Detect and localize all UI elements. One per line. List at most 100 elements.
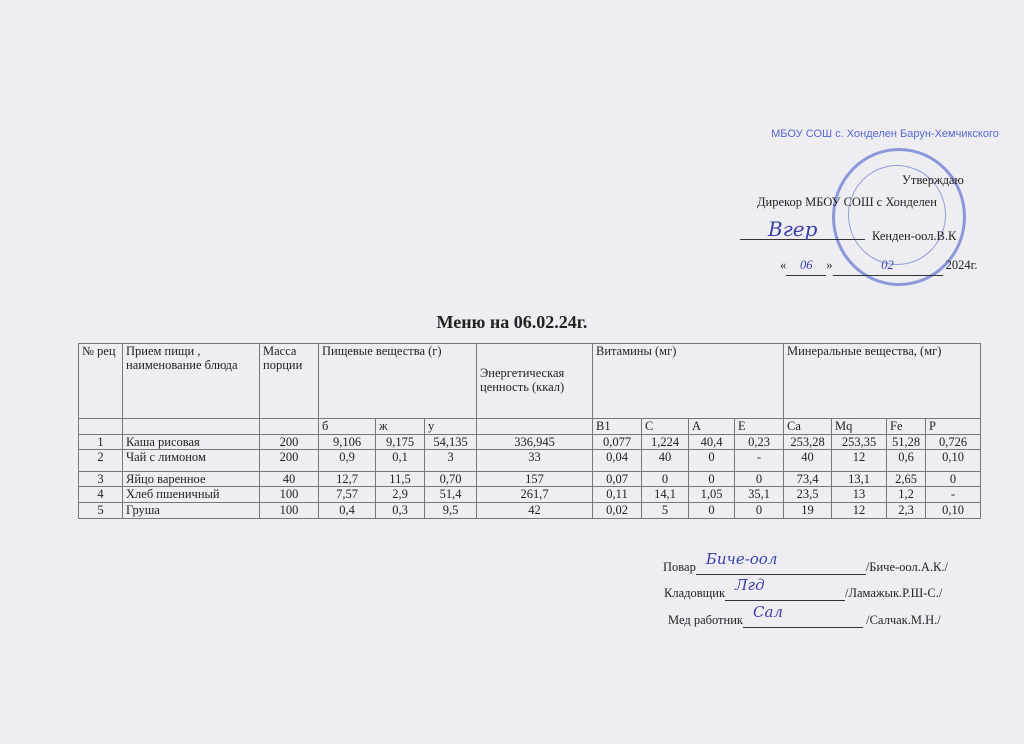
subheader-cell: Fe: [886, 418, 926, 435]
director-signature: Вгер: [768, 217, 818, 241]
table-cell: 200: [259, 434, 319, 450]
signature-role: Мед работник: [668, 613, 743, 627]
table-cell: 0,10: [925, 502, 981, 519]
subheader-cell: B1: [592, 418, 642, 435]
table-cell: 0,11: [592, 486, 642, 503]
table-cell: 40: [783, 449, 832, 472]
subheader-cell: Mq: [831, 418, 887, 435]
table-cell: 5: [78, 502, 123, 519]
table-cell: 9,175: [375, 434, 425, 450]
table-cell: 0: [688, 471, 735, 487]
table-cell: 0,70: [424, 471, 477, 487]
handwritten-signature: Сал: [752, 603, 783, 621]
handwritten-signature: Лгд: [735, 576, 765, 594]
table-cell: 0: [688, 449, 735, 472]
table-cell: 0,04: [592, 449, 642, 472]
page-title: Меню на 06.02.24г.: [436, 312, 588, 332]
subheader-cell: A: [688, 418, 735, 435]
table-cell: 2,9: [375, 486, 425, 503]
signature-role: Повар: [663, 560, 696, 574]
approval-director: Дирекор МБОУ СОШ с Хонделен: [757, 195, 937, 209]
table-cell: 0: [734, 471, 784, 487]
table-cell: 0,6: [886, 449, 926, 472]
header-mass: Масса порции: [259, 343, 319, 419]
approval-name: Кенден-оол.В.К: [872, 229, 957, 243]
stamp-text: МБОУ СОШ с. Хонделен Барун-Хемчикского: [771, 128, 999, 140]
table-cell: 3: [424, 449, 477, 472]
signature-line: Кладовщик Лгд/Ламажык.Р.Ш-С./: [664, 576, 943, 601]
table-cell: 11,5: [375, 471, 425, 487]
table-cell: 253,35: [831, 434, 887, 450]
table-cell: 40,4: [688, 434, 735, 450]
table-cell: 13: [831, 486, 887, 503]
signature-line: Мед работник Сал /Салчак.М.Н./: [668, 603, 941, 628]
header-meal: Прием пищи , наименование блюда: [122, 343, 260, 419]
header-num: № рец: [78, 343, 123, 419]
table-row: 4 Хлеб пшеничный 100 7,57 2,9 51,4 261,7 0,11 14…: [78, 486, 981, 503]
table-cell: 2,65: [886, 471, 926, 487]
table-cell: -: [925, 486, 981, 503]
handwritten-signature: Биче-оол: [705, 550, 778, 568]
date-month: 02: [832, 255, 943, 276]
table-cell: 336,945: [476, 434, 593, 450]
director-signature-line: Вгер: [740, 219, 865, 240]
signature-field: Сал: [742, 603, 863, 628]
subheader-cell: б: [318, 418, 376, 435]
table-cell: 157: [476, 471, 593, 487]
signature-role: Кладовщик: [664, 586, 726, 600]
table-cell: 1: [78, 434, 123, 450]
header-nutrients: Пищевые вещества (г): [318, 343, 477, 419]
table-cell: 0: [925, 471, 981, 487]
table-cell: 100: [259, 486, 319, 503]
header-row: № рец Прием пищи , наименование блюда Ма…: [78, 343, 981, 419]
table-cell: 42: [476, 502, 593, 519]
table-cell: Груша: [122, 502, 260, 519]
table-cell: 9,106: [318, 434, 376, 450]
table-cell: 19: [783, 502, 832, 519]
table-cell: 7,57: [318, 486, 376, 503]
table-cell: Каша рисовая: [122, 434, 260, 450]
table-cell: Яйцо варенное: [122, 471, 260, 487]
table-cell: 261,7: [476, 486, 593, 503]
table-cell: 40: [641, 449, 689, 472]
table-cell: 0,3: [375, 502, 425, 519]
table-cell: 0,10: [925, 449, 981, 472]
table-cell: 0: [688, 502, 735, 519]
table-cell: 1,224: [641, 434, 689, 450]
table-cell: 1,2: [886, 486, 926, 503]
table-cell: 2,3: [886, 502, 926, 519]
table-cell: 14,1: [641, 486, 689, 503]
table-cell: 0,23: [734, 434, 784, 450]
table-cell: 54,135: [424, 434, 477, 450]
table-row: 5 Груша 100 0,4 0,3 9,5 42 0,02 5 0 0 19 12 2,3 0,10: [78, 502, 981, 519]
table-cell: 100: [259, 502, 319, 519]
date-day: 06: [786, 255, 827, 276]
table-cell: 0,02: [592, 502, 642, 519]
subheader-cell: E: [734, 418, 784, 435]
signature-name: /Ламажык.Р.Ш-С./: [845, 586, 943, 600]
header-minerals: Минеральные вещества, (мг): [783, 343, 981, 419]
approval-heading: Утверждаю: [902, 173, 964, 187]
table-cell: 40: [259, 471, 319, 487]
subheader-cell: P: [925, 418, 981, 435]
table-cell: 0,07: [592, 471, 642, 487]
table-cell: 200: [259, 449, 319, 472]
header-vitamins: Витамины (мг): [592, 343, 784, 419]
table-cell: 51,4: [424, 486, 477, 503]
subheader-cell: у: [424, 418, 477, 435]
table-cell: 1,05: [688, 486, 735, 503]
table-cell: 0: [641, 471, 689, 487]
table-cell: 13,1: [831, 471, 887, 487]
table-cell: 23,5: [783, 486, 832, 503]
table-cell: 4: [78, 486, 123, 503]
table-cell: 0,4: [318, 502, 376, 519]
table-cell: 253,28: [783, 434, 832, 450]
table-row: 2 Чай с лимоном 200 0,9 0,1 3 33 0,04 40 0-40 12 0,…: [78, 449, 981, 472]
subheader-cell: Ca: [783, 418, 832, 435]
table-cell: 3: [78, 471, 123, 487]
header-energy: Энергетическая ценность (ккал): [476, 343, 593, 419]
table-cell: Чай с лимоном: [122, 449, 260, 472]
table-cell: 0: [734, 502, 784, 519]
menu-table: № рец Прием пищи , наименование блюда Ма…: [78, 343, 981, 519]
table-cell: 2: [78, 449, 123, 472]
